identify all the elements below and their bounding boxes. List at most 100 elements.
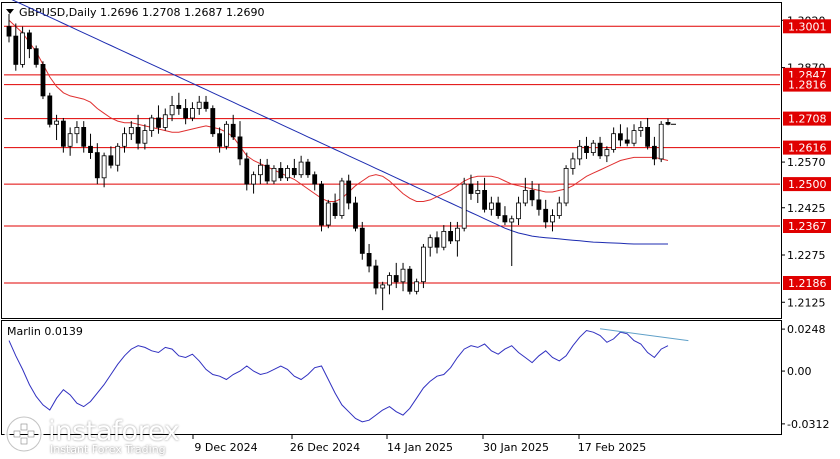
bear-candle-body	[305, 161, 311, 176]
bear-candle-body	[652, 145, 657, 160]
bull-candle-body	[400, 268, 406, 283]
candle-85	[584, 136, 589, 159]
candle-67	[461, 177, 467, 232]
candle-47	[325, 199, 331, 229]
level-label-2: 1.2816	[788, 79, 827, 92]
bull-candle-body	[101, 155, 107, 179]
level-label-box-0	[783, 19, 831, 34]
candle-86	[590, 140, 596, 156]
bull-candle-body	[516, 202, 521, 220]
candle-44	[305, 158, 311, 178]
bull-candle-body	[189, 108, 195, 119]
bull-candle-body	[298, 161, 304, 176]
bear-candle-body	[210, 108, 216, 135]
bear-candle-body	[543, 208, 549, 223]
candle-45	[312, 171, 318, 191]
candle-82	[563, 165, 569, 207]
candle-39	[271, 165, 277, 185]
candle-56	[387, 272, 392, 295]
bull-candle-body	[339, 180, 345, 216]
bull-candle-body	[509, 218, 515, 223]
bear-candle-body	[312, 174, 318, 185]
candle-97	[665, 118, 671, 126]
candle-52	[359, 221, 365, 260]
bear-candle-body	[244, 158, 250, 185]
instaforex-logo: instaforex Instant Forex Trading	[4, 414, 204, 456]
bull-candle-body	[522, 189, 528, 204]
candle-53	[366, 243, 372, 273]
bear-candle-body	[156, 117, 161, 128]
bear-candle-body	[366, 252, 372, 267]
bear-candle-body	[183, 108, 189, 119]
candle-73	[502, 206, 508, 226]
candle-28	[196, 95, 202, 115]
candle-75	[516, 196, 521, 226]
candle-12	[88, 133, 93, 159]
bear-candle-body	[135, 127, 141, 144]
level-label-7: 1.2186	[788, 277, 827, 290]
bear-candle-body	[407, 268, 413, 292]
bull-candle-body	[115, 145, 121, 166]
bear-candle-body	[6, 26, 12, 37]
candle-13	[94, 143, 100, 185]
candle-19	[135, 114, 141, 150]
candle-5	[40, 61, 46, 100]
bull-candle-body	[488, 202, 494, 210]
candle-6	[47, 92, 53, 128]
bear-candle-body	[346, 180, 352, 204]
candle-11	[81, 121, 87, 153]
candle-32	[223, 121, 229, 150]
oscillator-line	[8, 329, 669, 423]
bear-candle-body	[217, 133, 223, 147]
candle-83	[570, 152, 576, 175]
bear-candle-body	[94, 152, 100, 179]
candles	[6, 14, 676, 311]
candle-24	[169, 95, 175, 122]
bull-candle-body	[611, 133, 616, 150]
candle-0	[6, 14, 12, 43]
candle-79	[543, 199, 549, 229]
symbol-header: GBPUSD,Daily 1.2696 1.2708 1.2687 1.2690	[19, 6, 264, 19]
level-label-5: 1.2500	[788, 178, 827, 191]
date-tick-label: 14 Jan 2025	[387, 441, 453, 454]
level-label-0: 1.3001	[788, 20, 827, 33]
bull-candle-body	[570, 158, 576, 169]
oscillator-series	[8, 328, 689, 423]
bull-candle-body	[196, 101, 202, 109]
candle-60	[414, 278, 420, 295]
bear-candle-body	[468, 183, 474, 194]
bear-candle-body	[353, 202, 358, 229]
bull-candle-body	[631, 130, 637, 144]
candle-27	[189, 102, 195, 122]
candle-14	[101, 152, 107, 188]
bull-candle-body	[550, 215, 555, 223]
instaforex-emblem-icon	[4, 414, 44, 454]
bull-candle-body	[223, 123, 229, 147]
candle-3	[26, 29, 32, 59]
level-label-box-7	[783, 276, 831, 290]
candle-72	[495, 196, 501, 219]
bull-candle-body	[74, 127, 80, 135]
collapse-triangle-icon[interactable]	[6, 9, 14, 14]
logo-tagline: Instant Forex Trading	[50, 443, 166, 456]
bear-candle-body	[645, 127, 650, 147]
candle-71	[488, 196, 494, 216]
bull-candle-body	[142, 130, 148, 144]
date-tick-label: 26 Dec 2024	[290, 441, 360, 454]
bull-candle-body	[128, 127, 134, 135]
candle-10	[74, 121, 80, 144]
candle-96	[658, 121, 664, 163]
candle-9	[67, 127, 73, 156]
bear-candle-body	[319, 183, 324, 226]
bear-candle-body	[434, 237, 440, 248]
candle-46	[319, 180, 324, 232]
candle-21	[149, 114, 155, 137]
candle-76	[522, 177, 528, 207]
price-tick-label: 1.2275	[787, 249, 826, 262]
bull-candle-body	[122, 133, 127, 147]
date-tick-label: 17 Feb 2025	[578, 441, 646, 454]
bear-candle-body	[176, 105, 182, 109]
candle-15	[108, 146, 114, 169]
candle-20	[142, 124, 148, 150]
